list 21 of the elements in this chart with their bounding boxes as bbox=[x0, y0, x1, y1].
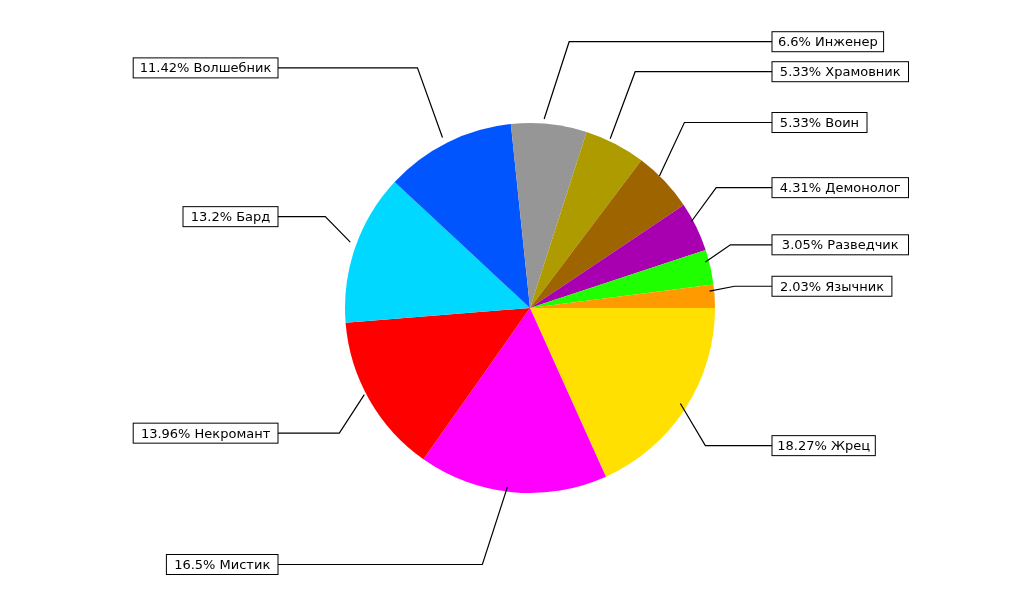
pie-slice bbox=[345, 308, 530, 460]
slice-label: 13.96% Некромант bbox=[140, 425, 271, 441]
slice-label: 2.03% Язычник bbox=[779, 278, 885, 294]
pie-slice bbox=[423, 308, 606, 493]
slice-label: 5.33% Воин bbox=[779, 115, 860, 131]
pie-slice bbox=[530, 131, 642, 308]
slice-label: 3.05% Разведчик bbox=[781, 237, 899, 253]
slice-label: 5.33% Храмовник bbox=[779, 64, 901, 80]
pie-slice bbox=[510, 123, 587, 308]
pie-slice bbox=[530, 160, 684, 308]
slice-label: 6.6% Инженер bbox=[777, 34, 878, 50]
pie-slice bbox=[345, 181, 530, 323]
pie-slice bbox=[530, 308, 715, 477]
pie-slice bbox=[394, 123, 530, 308]
slice-label: 13.2% Бард bbox=[190, 209, 271, 225]
pie-slice bbox=[530, 249, 714, 308]
slice-label: 11.42% Волшебник bbox=[139, 60, 272, 76]
slice-label: 16.5% Мистик bbox=[174, 557, 271, 572]
pie-slice bbox=[530, 205, 706, 308]
slice-label: 4.31% Демонолог bbox=[779, 180, 901, 196]
slice-label: 18.27% Жрец bbox=[777, 438, 871, 454]
